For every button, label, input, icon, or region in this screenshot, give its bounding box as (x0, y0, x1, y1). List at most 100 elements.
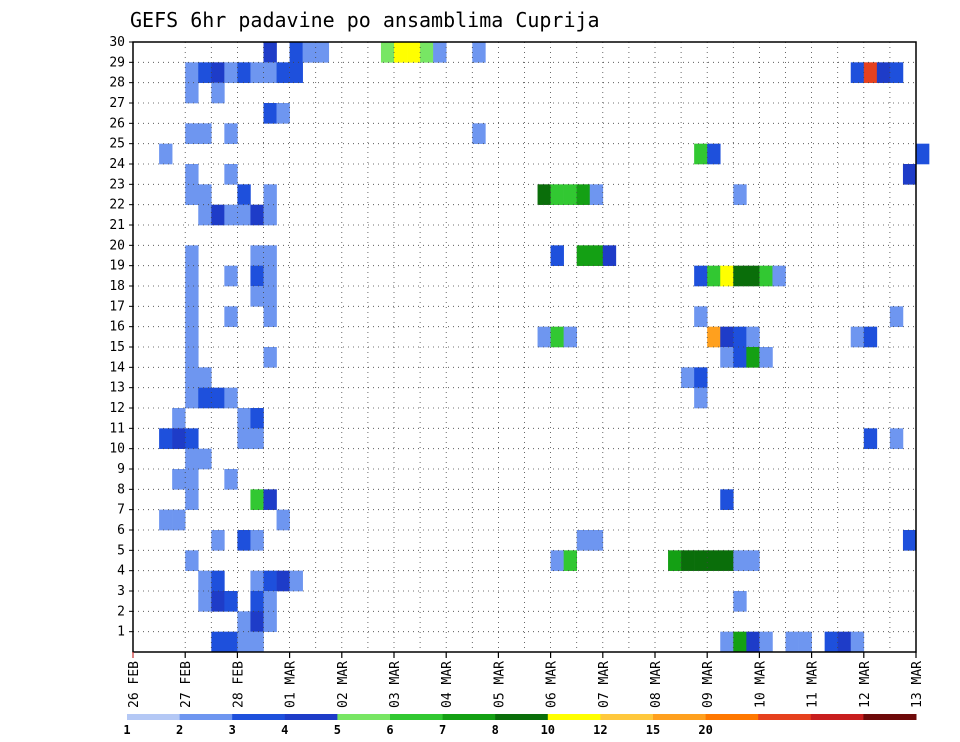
heatmap-cell (537, 326, 551, 348)
heatmap-cell (224, 62, 238, 83)
heatmap-cell (172, 469, 186, 490)
heatmap-cell (172, 428, 186, 449)
y-tick-label: 16 (109, 320, 125, 335)
heatmap-cell (250, 631, 264, 653)
heatmap-cell (263, 611, 277, 632)
heatmap-cell (250, 611, 264, 632)
heatmap-cell (224, 591, 238, 612)
heatmap-cell (759, 265, 773, 287)
legend: 1 2 3 4 5 6 7 8 10 12 15 20 (123, 714, 917, 737)
y-tick-label: 4 (117, 564, 125, 579)
heatmap-cell (159, 143, 173, 165)
heatmap-cell (250, 530, 264, 551)
heatmap-cell (185, 184, 199, 205)
heatmap-cell (694, 367, 708, 388)
heatmap-cell (733, 184, 747, 205)
heatmap-cell (250, 570, 264, 592)
legend-swatch (705, 714, 759, 720)
y-tick-label: 19 (109, 259, 125, 274)
heatmap-cell (733, 265, 747, 287)
y-tick-label: 18 (109, 279, 125, 294)
heatmap-cell (733, 631, 747, 653)
legend-swatch (127, 714, 181, 720)
heatmap-cell (889, 62, 904, 83)
heatmap-cell (394, 42, 408, 63)
y-tick-label: 22 (109, 198, 125, 213)
y-tick-label: 10 (109, 442, 125, 457)
heatmap-cell (211, 631, 225, 653)
x-tick-label: 13 MAR (910, 661, 925, 708)
y-tick-label: 5 (117, 543, 125, 558)
legend-swatch (600, 714, 654, 720)
heatmap-cell (694, 306, 708, 327)
heatmap-cell (707, 265, 721, 287)
heatmap-cell (694, 387, 708, 409)
x-tick-label: 03 MAR (388, 661, 403, 708)
heatmap-cell (746, 326, 760, 348)
y-tick-label: 17 (109, 299, 125, 314)
heatmap-cell (863, 428, 878, 449)
heatmap-cell (902, 530, 917, 551)
heatmap-cell (198, 448, 212, 470)
heatmap-cell (185, 448, 199, 470)
heatmap-cell (837, 631, 852, 653)
heatmap-cell (407, 42, 421, 63)
heatmap-cell (850, 631, 865, 653)
heatmap-cell (263, 489, 277, 510)
legend-label: 4 (281, 723, 288, 737)
heatmap-cell (185, 326, 199, 348)
heatmap-cell (863, 62, 878, 83)
heatmap-cell (289, 42, 303, 63)
heatmap-cell (576, 245, 591, 266)
heatmap-cell (380, 42, 395, 63)
heatmap-cell (263, 591, 277, 612)
legend-label: 2 (176, 723, 183, 737)
heatmap-cell (237, 530, 251, 551)
y-tick-label: 26 (109, 116, 125, 131)
heatmap-cell (289, 570, 303, 592)
heatmap-cell (694, 550, 708, 571)
legend-label: 8 (492, 723, 499, 737)
heatmap-cell (276, 509, 290, 531)
heatmap-cell (707, 143, 721, 165)
heatmap-cell (720, 265, 734, 287)
legend-label: 15 (646, 723, 660, 737)
heatmap-cell (185, 82, 199, 104)
heatmap-cell (681, 550, 695, 571)
legend-label: 7 (439, 723, 446, 737)
heatmap-cell (785, 631, 799, 653)
heatmap-cell (224, 204, 238, 226)
heatmap-cell (211, 591, 225, 612)
heatmap-cell (759, 347, 773, 368)
heatmap-cell (720, 489, 734, 510)
x-tick-label: 10 MAR (753, 661, 768, 708)
heatmap-cell (798, 631, 812, 653)
x-tick-label: 26 FEB (127, 661, 142, 708)
heatmap-cell (707, 326, 721, 348)
x-tick-label: 01 MAR (284, 661, 299, 708)
legend-label: 10 (541, 723, 555, 737)
y-tick-label: 15 (109, 340, 125, 355)
y-tick-label: 3 (117, 584, 125, 599)
heatmap-cell (211, 82, 225, 104)
heatmap-cell (850, 62, 865, 83)
heatmap-cell (263, 306, 277, 327)
x-tick-label: 08 MAR (649, 661, 664, 708)
heatmap-cell (185, 347, 199, 368)
heatmap-cell (211, 530, 225, 551)
heatmap-cell (263, 204, 277, 226)
x-tick-label: 06 MAR (545, 661, 560, 708)
heatmap-cell (602, 245, 617, 266)
y-tick-label: 11 (109, 421, 125, 436)
legend-swatch (442, 714, 496, 720)
y-tick-label: 14 (109, 360, 125, 375)
heatmap-cell (263, 103, 277, 124)
heatmap-cell (263, 42, 277, 63)
heatmap-cell (224, 387, 238, 409)
y-tick-label: 25 (109, 137, 125, 152)
heatmap-cell (198, 367, 212, 388)
heatmap-cell (185, 550, 199, 571)
heatmap-cell (720, 550, 734, 571)
heatmap-cell (733, 347, 747, 368)
x-tick-label: 07 MAR (597, 661, 612, 708)
